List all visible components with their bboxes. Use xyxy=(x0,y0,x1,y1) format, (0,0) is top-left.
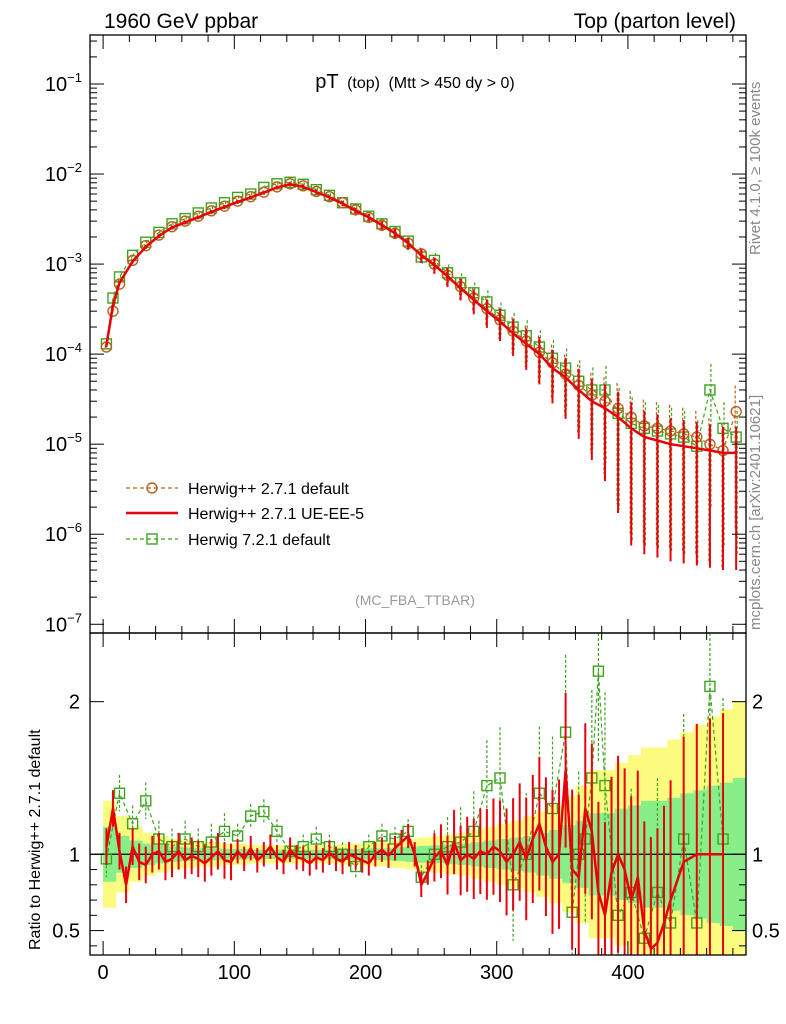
ratio-y-tick-label-right: 0.5 xyxy=(752,921,780,943)
y-tick-label: 10−6 xyxy=(45,520,82,546)
main-y-tick-labels: 10−1 10−2 10−3 10−4 10−5 10−6 10−7 xyxy=(45,70,82,636)
data-point xyxy=(349,204,362,216)
ratio-y-tick-label-right: 1 xyxy=(752,844,763,866)
y-tick-label: 10−3 xyxy=(45,250,82,276)
legend-marker xyxy=(146,482,158,494)
main-title: pT (top) (Mtt > 450 dy > 0) xyxy=(315,71,514,93)
ratio-point xyxy=(258,805,270,818)
legend: Herwig++ 2.7.1 default Herwig++ 2.7.1 UE-… xyxy=(126,481,364,549)
main-series-layer xyxy=(100,176,742,571)
rivet-label: Rivet 4.1.0, ≥ 100k events xyxy=(747,82,764,255)
ratio-y-tick-label: 1 xyxy=(69,844,80,866)
ratio-panel: 0.5 0.5 1 1 2 2 0 100 200 300 400 Ratio to Herwig+… xyxy=(27,632,780,984)
x-tick-label: 400 xyxy=(611,962,644,984)
main-panel: pT (top) (Mtt > 450 dy > 0) (MC_FBA_TTBA… xyxy=(45,34,747,636)
y-tick-label: 10−2 xyxy=(45,160,82,186)
ratio-ylabel: Ratio to Herwig++ 2.7.1 default xyxy=(27,729,44,950)
legend-label: Herwig++ 2.7.1 default xyxy=(188,481,350,498)
ratio-y-tick-label: 0.5 xyxy=(52,921,80,943)
ratio-point xyxy=(592,665,605,677)
ratio-y-tick-label-right: 2 xyxy=(752,692,763,714)
series-1 xyxy=(105,182,738,571)
y-tick-label: 10−4 xyxy=(45,340,82,366)
ratio-point xyxy=(481,779,493,792)
x-tick-label: 200 xyxy=(349,962,382,984)
x-tick-label: 100 xyxy=(218,962,251,984)
mcplots-label: mcplots.cern.ch [arXiv:2401.10621] xyxy=(747,395,764,630)
ratio-point xyxy=(310,833,323,845)
data-point xyxy=(258,186,270,198)
y-tick-label: 10−1 xyxy=(45,70,82,96)
series-line xyxy=(105,183,737,455)
data-point xyxy=(113,278,126,290)
ratio-point xyxy=(218,825,231,838)
ratio-point xyxy=(140,795,152,807)
y-tick-label: 10−5 xyxy=(45,430,82,456)
legend-label: Herwig 7.2.1 default xyxy=(188,532,331,549)
ratio-point xyxy=(271,825,283,838)
header-left: 1960 GeV ppbar xyxy=(104,10,258,33)
main-axis-ticks xyxy=(90,35,746,633)
ratio-axis-ticks xyxy=(90,633,746,955)
ratio-point xyxy=(113,787,126,799)
watermark: (MC_FBA_TTBAR) xyxy=(355,592,475,608)
y-tick-label: 10−7 xyxy=(45,610,82,636)
data-point xyxy=(310,185,323,198)
ratio-y-tick-label: 2 xyxy=(69,692,80,714)
data-point xyxy=(126,254,139,267)
data-point xyxy=(730,405,742,418)
ratio-series-0 xyxy=(105,693,725,955)
data-point xyxy=(704,384,716,396)
legend-marker xyxy=(146,533,158,545)
ratio-series-layer xyxy=(90,633,747,955)
data-point xyxy=(153,229,165,241)
data-point xyxy=(376,219,388,231)
ratio-tick-labels: 0.5 0.5 1 1 2 2 0 100 200 300 400 xyxy=(52,692,780,984)
ratio-point xyxy=(704,680,716,693)
x-tick-label: 300 xyxy=(480,962,513,984)
ratio-point xyxy=(245,810,257,822)
ratio-point xyxy=(599,779,611,792)
data-point xyxy=(284,178,296,190)
header-right: Top (parton level) xyxy=(574,10,736,33)
ratio-frame xyxy=(89,632,747,956)
data-point xyxy=(363,211,375,224)
legend-label: Herwig++ 2.7.1 UE-EE-5 xyxy=(188,506,364,523)
ratio-line xyxy=(105,770,723,952)
data-point xyxy=(140,240,152,252)
ratio-point xyxy=(494,772,506,784)
x-tick-label: 0 xyxy=(98,962,109,984)
data-point xyxy=(336,197,349,209)
